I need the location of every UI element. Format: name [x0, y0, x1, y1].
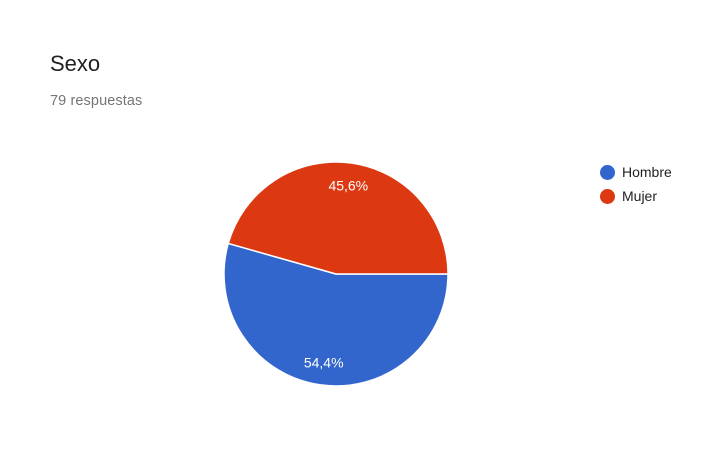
legend-item-mujer[interactable]: Mujer [600, 184, 672, 208]
chart-legend: Hombre Mujer [600, 160, 672, 208]
response-count: 79 respuestas [50, 93, 143, 109]
legend-label-mujer: Mujer [622, 188, 658, 204]
pie-slice-mujer[interactable] [227, 161, 449, 275]
legend-label-hombre: Hombre [622, 164, 672, 180]
pie-slice-hombre[interactable] [223, 242, 449, 387]
legend-swatch-mujer [600, 188, 615, 204]
legend-swatch-hombre [600, 164, 615, 180]
chart-title: Sexo [50, 51, 101, 76]
slice-label-mujer: 45,6% [328, 177, 368, 193]
slice-label-hombre: 54,4% [304, 355, 344, 371]
legend-item-hombre[interactable]: Hombre [600, 160, 672, 184]
